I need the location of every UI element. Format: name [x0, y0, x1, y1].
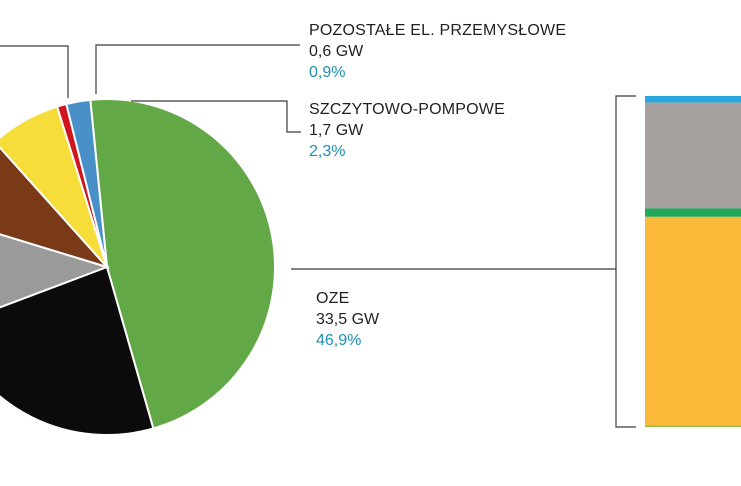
pie-slice-pumped	[65, 98, 108, 268]
leader-line-other-industrial	[95, 44, 300, 94]
pie-chart	[0, 98, 276, 436]
label-other-industrial: POZOSTAŁE EL. PRZEMYSŁOWE 0,6 GW 0,9%	[309, 20, 566, 83]
bar-segment-bar-gray	[645, 102, 741, 209]
label-oze-pct: 46,9%	[316, 332, 362, 349]
label-other-industrial-value: 0,6 GW	[309, 43, 364, 60]
pie-slice-black	[0, 265, 155, 436]
leader-line-pumped	[131, 100, 301, 133]
bar-segment-bar-green	[645, 208, 741, 217]
pie-slice-gray-slice	[0, 233, 111, 309]
label-oze: OZE 33,5 GW 46,9%	[316, 288, 379, 351]
leader-lines	[0, 44, 636, 428]
label-other-industrial-pct: 0,9%	[309, 64, 346, 81]
label-pumped-value: 1,7 GW	[309, 122, 364, 139]
bar-segment-bar-bottom	[645, 425, 741, 428]
label-oze-name: OZE	[316, 290, 350, 307]
label-oze-value: 33,5 GW	[316, 311, 380, 328]
bar-bracket	[615, 95, 636, 428]
leader-line-left	[0, 45, 69, 98]
stacked-bar-chart	[645, 96, 741, 428]
label-pumped: SZCZYTOWO-POMPOWE 1,7 GW 2,3%	[309, 99, 505, 162]
label-pumped-pct: 2,3%	[309, 143, 346, 160]
bar-segment-bar-orange	[645, 216, 741, 426]
label-other-industrial-name: POZOSTAŁE EL. PRZEMYSŁOWE	[309, 22, 567, 39]
label-pumped-name: SZCZYTOWO-POMPOWE	[309, 101, 505, 118]
pie-slice-oze	[89, 98, 276, 430]
bar-segment-bar-top	[645, 96, 741, 103]
